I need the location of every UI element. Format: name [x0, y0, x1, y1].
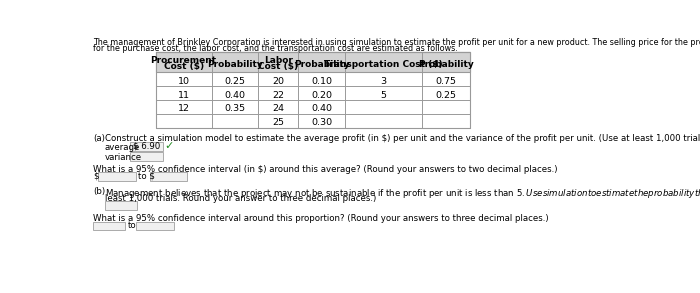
- Text: 0.75: 0.75: [436, 77, 457, 86]
- Bar: [98, 172, 136, 181]
- Text: least 1,000 trials. Round your answer to three decimal places.): least 1,000 trials. Round your answer to…: [104, 194, 376, 203]
- Text: Probability: Probability: [207, 60, 262, 69]
- Text: 5: 5: [381, 91, 386, 100]
- Text: 0.30: 0.30: [311, 118, 332, 127]
- Text: What is a 95% confidence interval around this proportion? (Round your answers to: What is a 95% confidence interval around…: [93, 214, 549, 223]
- Text: Transportation Cost ($): Transportation Cost ($): [324, 60, 443, 69]
- Bar: [104, 202, 137, 210]
- Text: $: $: [93, 172, 99, 180]
- Bar: [130, 152, 162, 161]
- Text: 0.35: 0.35: [224, 105, 245, 113]
- Text: Probability: Probability: [294, 60, 349, 69]
- Text: 0.25: 0.25: [224, 77, 245, 86]
- Text: Probability: Probability: [419, 60, 474, 69]
- Text: (b): (b): [93, 187, 105, 196]
- Text: Management believes that the project may not be sustainable if the profit per un: Management believes that the project may…: [104, 187, 700, 200]
- Text: to: to: [128, 221, 136, 230]
- Text: 0.40: 0.40: [311, 105, 332, 113]
- Text: 0.25: 0.25: [436, 91, 457, 100]
- Text: 11: 11: [178, 91, 190, 100]
- Text: 24: 24: [272, 105, 284, 113]
- Text: Cost ($): Cost ($): [258, 62, 298, 71]
- Bar: [155, 52, 470, 127]
- Text: 12: 12: [178, 105, 190, 113]
- Bar: [150, 172, 187, 181]
- Text: The management of Brinkley Corporation is interested in using simulation to esti: The management of Brinkley Corporation i…: [93, 38, 700, 47]
- Bar: [155, 52, 470, 72]
- Text: Construct a simulation model to estimate the average profit (in $) per unit and : Construct a simulation model to estimate…: [104, 134, 700, 143]
- Text: 3: 3: [381, 77, 386, 86]
- Text: Cost ($): Cost ($): [164, 62, 204, 71]
- Text: What is a 95% confidence interval (in $) around this average? (Round your answer: What is a 95% confidence interval (in $)…: [93, 165, 557, 173]
- Text: Procurement: Procurement: [150, 56, 217, 65]
- Bar: [93, 222, 125, 230]
- Bar: [136, 222, 174, 230]
- Text: ✓: ✓: [164, 141, 174, 151]
- Text: $ 6.90: $ 6.90: [133, 142, 160, 151]
- Text: to $: to $: [138, 172, 155, 180]
- Text: 22: 22: [272, 91, 284, 100]
- Text: Labor: Labor: [264, 56, 293, 65]
- Text: 0.40: 0.40: [224, 91, 245, 100]
- Text: 0.10: 0.10: [311, 77, 332, 86]
- Text: variance: variance: [104, 153, 141, 162]
- Text: 10: 10: [178, 77, 190, 86]
- Text: 20: 20: [272, 77, 284, 86]
- Text: average: average: [104, 143, 140, 152]
- Text: for the purchase cost, the labor cost, and the transportation cost are estimated: for the purchase cost, the labor cost, a…: [93, 44, 458, 53]
- Text: 25: 25: [272, 118, 284, 127]
- Bar: [130, 142, 162, 151]
- Text: 0.20: 0.20: [311, 91, 332, 100]
- Text: (a): (a): [93, 134, 105, 143]
